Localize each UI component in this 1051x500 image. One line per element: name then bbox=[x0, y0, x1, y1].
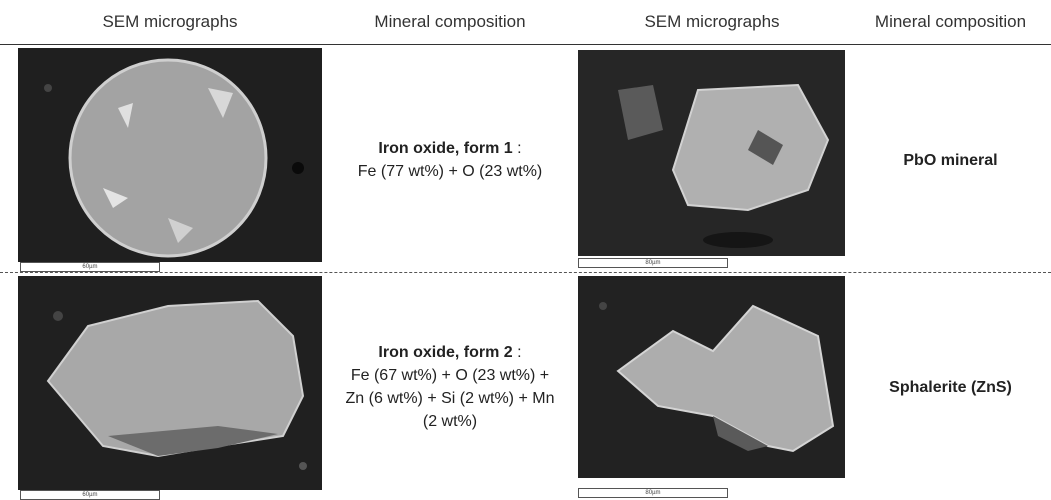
separator: : bbox=[517, 140, 522, 157]
header-cell: Mineral composition bbox=[374, 12, 526, 31]
scale-bar: 80µm bbox=[578, 488, 728, 498]
scale-bar: 60µm bbox=[20, 262, 160, 272]
header-rule bbox=[0, 44, 1051, 45]
scale-bar: 80µm bbox=[578, 258, 728, 268]
sem-micrograph bbox=[578, 50, 845, 256]
mineral-title: Sphalerite (ZnS) bbox=[889, 378, 1012, 396]
mineral-composition: Fe (67 wt%) + O (23 wt%) + Zn (6 wt%) + … bbox=[345, 367, 555, 430]
header-cell: SEM micrographs bbox=[102, 12, 238, 31]
mineral-cell: PbO mineral bbox=[850, 48, 1051, 272]
header-cell: Mineral composition bbox=[874, 12, 1027, 31]
mineral-composition: Fe (77 wt%) + O (23 wt%) bbox=[357, 163, 543, 180]
mineral-cell: Iron oxide, form 2 : Fe (67 wt%) + O (23… bbox=[325, 275, 575, 499]
mineral-cell: Sphalerite (ZnS) bbox=[850, 275, 1051, 499]
mineral-title: PbO mineral bbox=[903, 151, 998, 169]
mineral-title: Iron oxide, form 1 bbox=[378, 140, 513, 157]
header-cell: SEM micrographs bbox=[644, 12, 780, 31]
sem-micrograph bbox=[18, 48, 322, 262]
mineral-cell: Iron oxide, form 1 : Fe (77 wt%) + O (23… bbox=[325, 48, 575, 272]
separator: : bbox=[517, 344, 522, 361]
row-divider bbox=[0, 272, 1051, 273]
mineral-title: Iron oxide, form 2 bbox=[378, 344, 513, 361]
sem-micrograph bbox=[18, 276, 322, 490]
sem-micrograph bbox=[578, 276, 845, 478]
